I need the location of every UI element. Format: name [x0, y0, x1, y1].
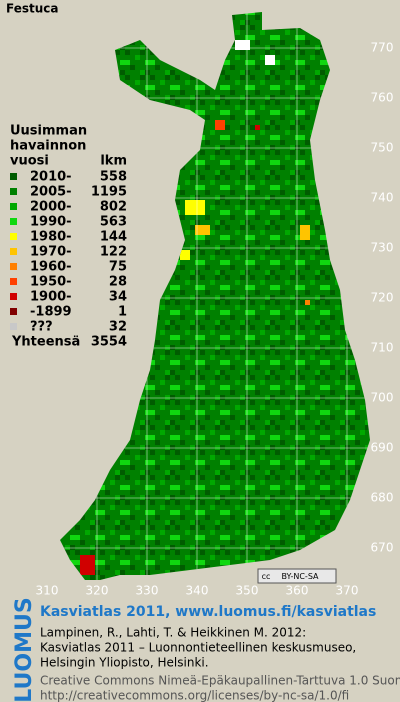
- legend-count: 34: [109, 290, 127, 305]
- legend-label: 1950-: [30, 275, 72, 290]
- legend-label: 2010-: [30, 170, 72, 185]
- legend-heading: havainnon: [10, 139, 86, 154]
- legend-count: 32: [109, 320, 127, 335]
- northing-label: 680: [371, 491, 394, 505]
- legend-count: 558: [100, 170, 127, 185]
- citation-line: Lampinen, R., Lahti, T. & Heikkinen M. 2…: [40, 626, 306, 640]
- legend-swatch: [10, 308, 17, 315]
- northing-label: 710: [371, 341, 394, 355]
- legend-count: 75: [109, 260, 127, 275]
- legend-swatch: [10, 248, 17, 255]
- legend-swatch: [10, 188, 17, 195]
- legend-swatch: [10, 233, 17, 240]
- legend-total: 3554: [91, 335, 127, 350]
- legend-swatch: [10, 218, 17, 225]
- legend-count: 28: [109, 275, 127, 290]
- legend-count: 563: [100, 215, 127, 230]
- citation-line: Helsingin Yliopisto, Helsinki.: [40, 656, 209, 670]
- easting-label: 360: [286, 584, 309, 598]
- logo: LUOMUS: [12, 597, 37, 702]
- species-title: Festuca: [6, 2, 58, 16]
- easting-label: 370: [336, 584, 359, 598]
- northing-label: 740: [371, 191, 394, 205]
- northing-label: 770: [371, 41, 394, 55]
- license-line: http://creativecommons.org/licenses/by-n…: [40, 689, 349, 702]
- easting-label: 340: [186, 584, 209, 598]
- legend-label: 1990-: [30, 215, 72, 230]
- legend-swatch: [10, 203, 17, 210]
- northing-label: 690: [371, 441, 394, 455]
- northing-label: 720: [371, 291, 394, 305]
- legend-label: ???: [30, 320, 53, 335]
- citation-line: Kasviatlas 2011 – Luonnontieteellinen ke…: [40, 641, 356, 655]
- legend-swatch: [10, 323, 17, 330]
- legend-swatch: [10, 173, 17, 180]
- easting-label: 320: [86, 584, 109, 598]
- legend-label: 1980-: [30, 230, 72, 245]
- badge-box: [257, 568, 337, 584]
- legend-count: 122: [100, 245, 127, 260]
- legend-count: 1195: [91, 185, 127, 200]
- legend-heading: vuosi: [10, 154, 49, 169]
- easting-label: 310: [36, 584, 59, 598]
- legend-label: 1960-: [30, 260, 72, 275]
- legend-swatch: [10, 263, 17, 270]
- northing-label: 700: [371, 391, 394, 405]
- legend-label: 2005-: [30, 185, 72, 200]
- legend-count: 144: [100, 230, 127, 245]
- northing-label: 750: [371, 141, 394, 155]
- badge-cc: cc: [262, 572, 271, 581]
- legend-total-label: Yhteensä: [11, 335, 80, 350]
- headline: Kasviatlas 2011, www.luomus.fi/kasviatla…: [40, 604, 376, 620]
- legend-label: 2000-: [30, 200, 72, 215]
- license-badge: cc BY-NC-SA: [257, 568, 337, 584]
- legend-heading: Uusimman: [10, 124, 87, 139]
- legend-label: 1900-: [30, 290, 72, 305]
- northing-label: 730: [371, 241, 394, 255]
- distribution-map: [60, 12, 370, 580]
- badge-terms: BY-NC-SA: [281, 572, 319, 581]
- legend-swatch: [10, 278, 17, 285]
- legend-count-heading: lkm: [100, 154, 127, 169]
- easting-label: 350: [236, 584, 259, 598]
- northing-label: 670: [371, 541, 394, 555]
- northing-label: 760: [371, 91, 394, 105]
- legend-label: 1970-: [30, 245, 72, 260]
- legend-swatch: [10, 293, 17, 300]
- legend-label: -1899: [30, 305, 72, 320]
- legend-count: 1: [118, 305, 127, 320]
- easting-label: 330: [136, 584, 159, 598]
- legend-count: 802: [100, 200, 127, 215]
- license-line: Creative Commons Nimeä-Epäkaupallinen-Ta…: [40, 674, 400, 688]
